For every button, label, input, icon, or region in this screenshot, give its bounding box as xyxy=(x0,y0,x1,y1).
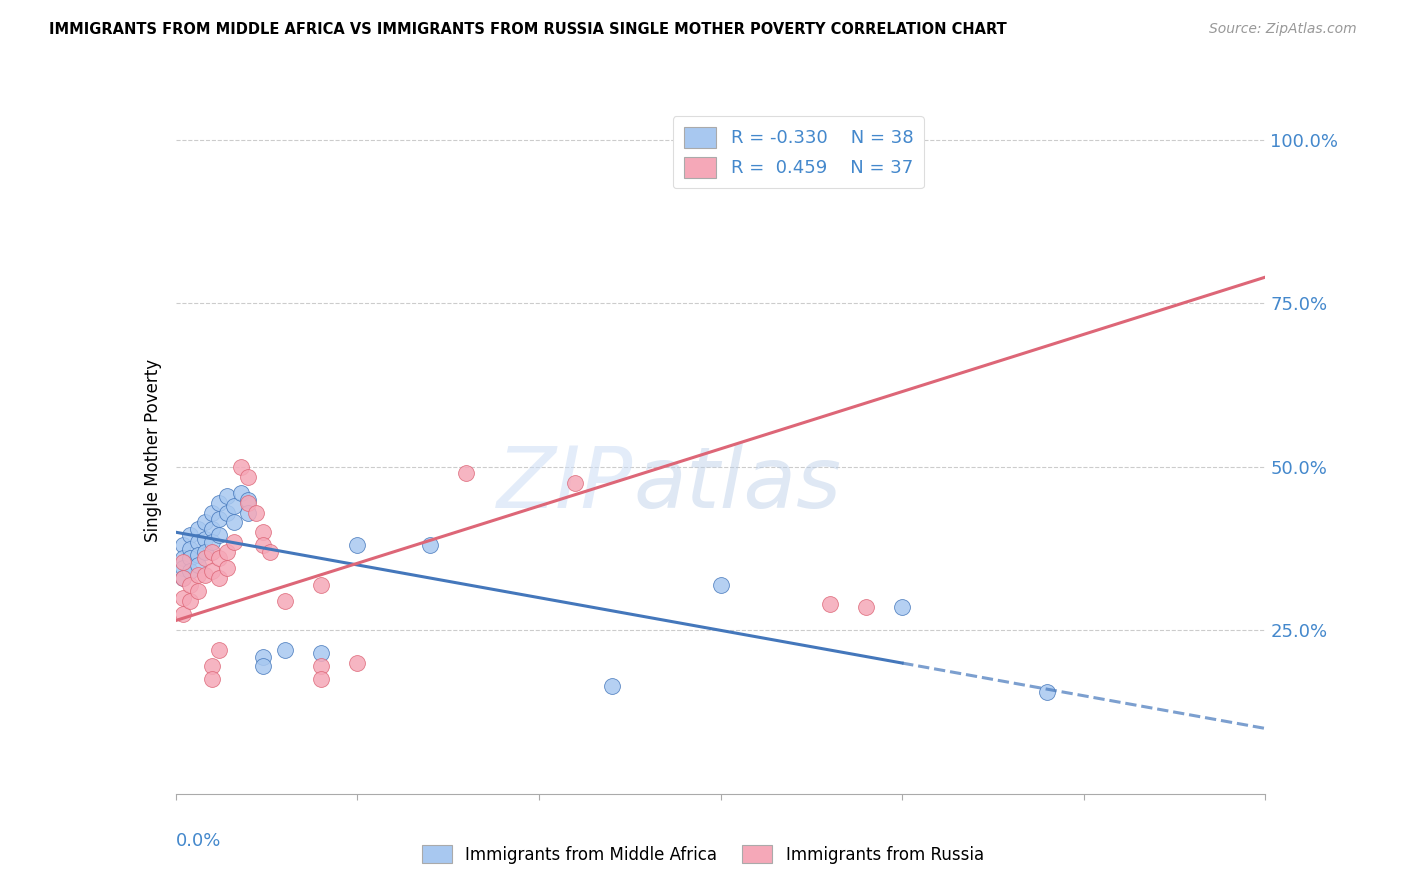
Point xyxy=(231,486,253,500)
Point xyxy=(172,538,194,552)
Point xyxy=(194,551,217,566)
Point xyxy=(346,656,368,670)
Point xyxy=(179,528,201,542)
Point xyxy=(172,551,194,566)
Point xyxy=(222,535,245,549)
Point xyxy=(201,506,224,520)
Point xyxy=(172,571,194,585)
Point xyxy=(215,506,238,520)
Point xyxy=(309,673,332,687)
Text: atlas: atlas xyxy=(633,443,841,526)
Point xyxy=(252,525,274,540)
Point xyxy=(818,597,841,611)
Text: ZIP: ZIP xyxy=(498,443,633,526)
Point xyxy=(172,561,194,575)
Point xyxy=(419,538,441,552)
Point xyxy=(238,496,260,510)
Point xyxy=(186,522,209,536)
Point xyxy=(201,659,224,673)
Point xyxy=(231,459,253,474)
Point xyxy=(186,535,209,549)
Point xyxy=(252,649,274,664)
Point xyxy=(179,565,201,579)
Point xyxy=(259,545,281,559)
Point xyxy=(855,600,877,615)
Point xyxy=(564,476,586,491)
Point xyxy=(222,516,245,530)
Point xyxy=(186,567,209,582)
Point xyxy=(208,512,231,526)
Point xyxy=(252,538,274,552)
Point xyxy=(238,469,260,483)
Text: IMMIGRANTS FROM MIDDLE AFRICA VS IMMIGRANTS FROM RUSSIA SINGLE MOTHER POVERTY CO: IMMIGRANTS FROM MIDDLE AFRICA VS IMMIGRA… xyxy=(49,22,1007,37)
Point xyxy=(186,548,209,562)
Point xyxy=(208,551,231,566)
Point xyxy=(274,594,297,608)
Point xyxy=(215,489,238,503)
Point xyxy=(346,538,368,552)
Point xyxy=(208,643,231,657)
Point xyxy=(710,577,733,591)
Point xyxy=(891,600,914,615)
Point xyxy=(245,506,267,520)
Y-axis label: Single Mother Poverty: Single Mother Poverty xyxy=(143,359,162,542)
Legend: R = -0.330    N = 38, R =  0.459    N = 37: R = -0.330 N = 38, R = 0.459 N = 37 xyxy=(673,116,924,188)
Point xyxy=(194,516,217,530)
Point xyxy=(1036,685,1059,699)
Point xyxy=(309,646,332,660)
Point xyxy=(172,591,194,605)
Point xyxy=(222,499,245,513)
Legend: Immigrants from Middle Africa, Immigrants from Russia: Immigrants from Middle Africa, Immigrant… xyxy=(415,838,991,871)
Point xyxy=(855,133,877,147)
Point xyxy=(194,567,217,582)
Point xyxy=(208,496,231,510)
Point xyxy=(208,571,231,585)
Point xyxy=(179,594,201,608)
Point xyxy=(172,607,194,621)
Point xyxy=(201,535,224,549)
Point xyxy=(201,673,224,687)
Point xyxy=(186,584,209,599)
Point xyxy=(172,555,194,569)
Point xyxy=(201,565,224,579)
Point xyxy=(238,492,260,507)
Point xyxy=(201,545,224,559)
Point xyxy=(179,577,201,591)
Point xyxy=(309,659,332,673)
Point xyxy=(201,522,224,536)
Point xyxy=(215,545,238,559)
Point xyxy=(186,558,209,572)
Point xyxy=(215,561,238,575)
Point xyxy=(179,541,201,556)
Point xyxy=(194,545,217,559)
Text: Source: ZipAtlas.com: Source: ZipAtlas.com xyxy=(1209,22,1357,37)
Point xyxy=(456,467,478,481)
Point xyxy=(309,577,332,591)
Point xyxy=(274,643,297,657)
Point xyxy=(252,659,274,673)
Point xyxy=(194,532,217,546)
Point xyxy=(179,551,201,566)
Point xyxy=(208,528,231,542)
Point xyxy=(600,679,623,693)
Point xyxy=(172,571,194,585)
Point xyxy=(238,506,260,520)
Text: 0.0%: 0.0% xyxy=(176,831,221,850)
